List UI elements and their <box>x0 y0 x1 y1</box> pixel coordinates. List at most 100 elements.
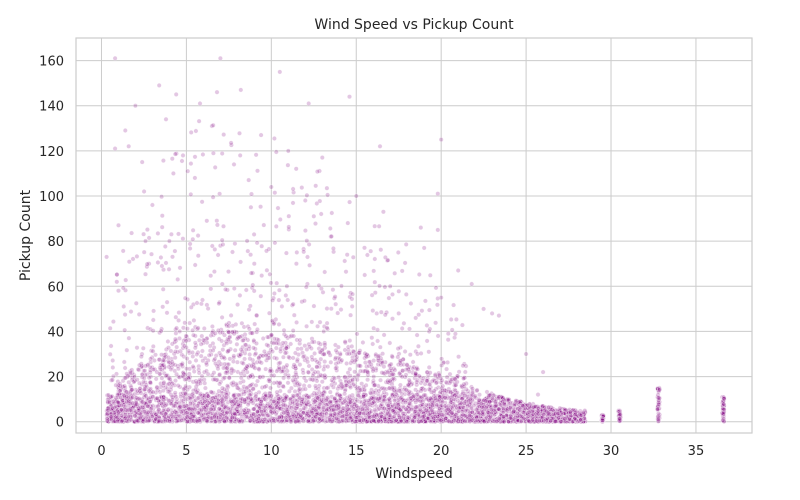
scatter-point <box>364 407 370 413</box>
scatter-point <box>361 401 367 407</box>
scatter-point <box>361 411 367 416</box>
scatter-point <box>204 398 210 403</box>
scatter-point-outlier <box>316 340 322 346</box>
scatter-point <box>235 385 241 391</box>
scatter-point <box>184 414 190 420</box>
scatter-point <box>175 363 180 369</box>
scatter-point-outlier <box>421 245 427 251</box>
scatter-point <box>137 415 143 421</box>
scatter-point <box>300 354 306 360</box>
scatter-point <box>548 418 554 424</box>
scatter-point <box>328 359 334 365</box>
scatter-point <box>426 397 432 403</box>
scatter-point-outlier <box>170 254 175 260</box>
scatter-point <box>226 337 231 343</box>
scatter-point <box>122 383 127 389</box>
scatter-point <box>339 357 345 363</box>
scatter-point-outlier <box>159 213 165 219</box>
scatter-point <box>260 353 266 359</box>
scatter-point <box>142 368 148 374</box>
scatter-point <box>192 402 197 408</box>
scatter-point <box>520 410 526 415</box>
scatter-point <box>433 395 438 401</box>
scatter-point <box>421 375 426 381</box>
scatter-point <box>223 370 229 376</box>
scatter-point <box>241 378 246 384</box>
scatter-point <box>301 375 307 381</box>
scatter-point <box>199 333 205 339</box>
scatter-point <box>508 415 513 421</box>
scatter-point <box>347 399 353 405</box>
scatter-point-outlier <box>319 155 325 160</box>
scatter-point <box>278 346 283 352</box>
scatter-point <box>657 387 662 393</box>
scatter-point <box>268 368 273 374</box>
scatter-point <box>443 415 449 421</box>
scatter-point-outlier <box>353 193 359 199</box>
scatter-point <box>232 414 237 420</box>
scatter-point <box>321 367 327 372</box>
scatter-point <box>196 395 201 401</box>
scatter-point-outlier <box>195 253 201 259</box>
scatter-point <box>271 399 277 404</box>
scatter-point <box>192 345 198 351</box>
scatter-point <box>346 379 352 385</box>
scatter-point <box>271 380 277 386</box>
scatter-point-outlier <box>182 295 188 301</box>
scatter-point <box>156 418 162 424</box>
scatter-point <box>408 398 414 404</box>
scatter-point <box>294 374 300 380</box>
scatter-point <box>243 347 249 352</box>
scatter-point-outlier <box>221 132 227 137</box>
scatter-point <box>191 418 197 424</box>
scatter-point-outlier <box>418 225 424 230</box>
scatter-point <box>241 337 246 343</box>
scatter-point <box>403 387 409 393</box>
scatter-point <box>316 360 322 366</box>
scatter-point <box>200 348 205 354</box>
scatter-point-outlier <box>330 287 336 293</box>
scatter-point <box>386 402 391 408</box>
scatter-point <box>277 380 283 386</box>
scatter-point <box>250 357 256 363</box>
scatter-point-outlier <box>455 268 461 273</box>
scatter-point <box>119 413 124 419</box>
scatter-point <box>306 370 311 375</box>
scatter-point-outlier <box>245 248 251 254</box>
scatter-point <box>229 370 234 376</box>
scatter-point <box>197 337 202 343</box>
scatter-point <box>455 398 461 404</box>
scatter-point <box>351 411 357 417</box>
scatter-point <box>617 416 623 422</box>
scatter-point <box>239 360 245 366</box>
scatter-point <box>142 409 147 415</box>
scatter-point <box>191 369 197 374</box>
scatter-point <box>202 380 208 386</box>
scatter-point <box>392 367 398 373</box>
scatter-point <box>231 393 236 399</box>
scatter-point <box>315 369 321 375</box>
scatter-point <box>297 362 303 367</box>
scatter-point <box>333 365 339 371</box>
scatter-point <box>150 414 155 419</box>
scatter-point <box>142 384 148 390</box>
scatter-point <box>240 361 246 366</box>
scatter-point <box>484 405 489 410</box>
scatter-point-outlier <box>143 271 148 277</box>
scatter-point <box>260 336 266 341</box>
scatter-point <box>219 338 225 344</box>
scatter-point <box>354 403 360 409</box>
scatter-point-outlier <box>325 192 330 198</box>
scatter-point <box>161 380 167 386</box>
scatter-point <box>207 343 213 349</box>
scatter-point <box>117 388 123 394</box>
scatter-point <box>313 357 318 363</box>
scatter-point-outlier <box>469 281 475 287</box>
scatter-point <box>473 414 479 419</box>
scatter-point-outlier <box>372 279 378 285</box>
scatter-point-outlier <box>156 83 162 88</box>
scatter-point <box>212 414 217 420</box>
scatter-point <box>568 409 573 415</box>
scatter-point <box>295 346 301 352</box>
scatter-point <box>171 403 177 408</box>
